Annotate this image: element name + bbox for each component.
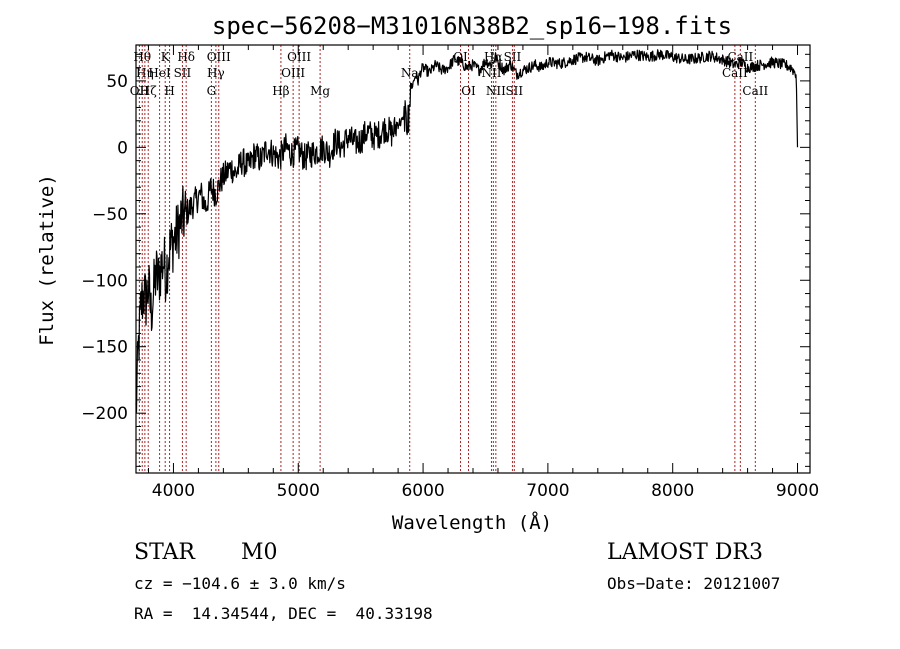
y-tick-label: −150 — [81, 338, 128, 358]
line-label: NII — [481, 66, 501, 80]
y-axis-label: Flux (relative) — [36, 174, 58, 346]
emission-line-labels: OIIHθHηHζHeIKHSIIHδGHγOIIIHβOIIIOIIIMgNa… — [130, 50, 769, 98]
y-tick-label: −200 — [81, 404, 128, 424]
x-axis-label: Wavelength (Å) — [392, 511, 552, 534]
line-label: HeI — [148, 66, 171, 80]
x-tick-label: 8000 — [651, 481, 694, 501]
line-label: OI — [461, 84, 476, 98]
flux-series-line — [135, 49, 799, 413]
line-label: H — [164, 84, 174, 98]
x-tick-label: 7000 — [526, 481, 569, 501]
coordinates: RA = 14.34544, DEC = 40.33198 — [134, 604, 433, 623]
line-label: Hη — [136, 66, 154, 80]
line-label: NII — [486, 84, 506, 98]
redshift-velocity: cz = −104.6 ± 3.0 km/s — [134, 574, 346, 593]
object-subclass: M0 — [241, 540, 278, 565]
x-tick-label: 5000 — [277, 481, 320, 501]
line-label: CaII — [742, 84, 768, 98]
y-tick-label: 0 — [117, 138, 128, 158]
line-label: CaII — [727, 50, 753, 64]
line-label: OIII — [281, 66, 305, 80]
observation-date: Obs−Date: 20121007 — [607, 574, 781, 593]
line-label: SII — [504, 50, 522, 64]
line-label: OIII — [207, 50, 231, 64]
line-label: OIII — [287, 50, 311, 64]
line-label: Hγ — [207, 66, 225, 80]
line-label: CaII — [722, 66, 748, 80]
line-label: Mg — [310, 84, 330, 98]
line-label: Hβ — [272, 84, 289, 98]
object-class: STAR — [134, 540, 195, 565]
line-label: G — [207, 84, 217, 98]
line-label: Na — [401, 66, 419, 80]
x-tick-label: 4000 — [152, 481, 195, 501]
y-tick-label: −50 — [92, 205, 128, 225]
line-label: OII — [130, 84, 150, 98]
x-tick-label: 9000 — [776, 481, 819, 501]
plot-frame — [135, 44, 811, 474]
line-label: K — [161, 50, 171, 64]
y-tick-label: 50 — [106, 72, 128, 92]
x-tick-label: 6000 — [401, 481, 444, 501]
x-axis: 4000 5000 6000 7000 8000 9000 — [147, 45, 819, 501]
y-tick-label: −100 — [81, 271, 128, 291]
line-label: Hθ — [133, 50, 151, 64]
line-label: SII — [174, 66, 192, 80]
line-label: Hδ — [177, 50, 195, 64]
y-axis: −200 −150 −100 −50 0 50 — [81, 53, 810, 467]
chart-title: spec−56208−M31016N38B2_sp16−198.fits — [212, 12, 732, 40]
line-label: SII — [505, 84, 523, 98]
line-label: Hζ — [140, 84, 157, 98]
survey-name: LAMOST DR3 — [607, 540, 763, 565]
emission-line-markers — [138, 45, 756, 473]
